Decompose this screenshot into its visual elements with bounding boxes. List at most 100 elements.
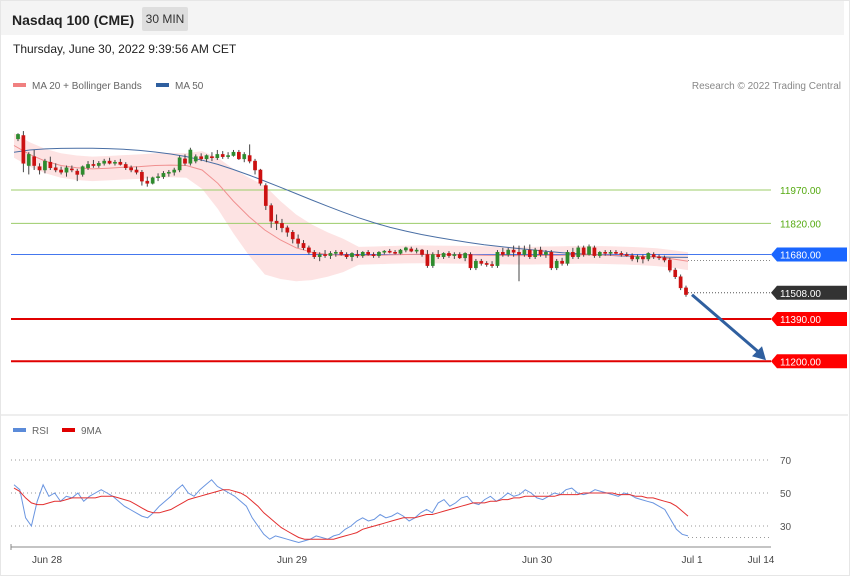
candle bbox=[296, 234, 300, 248]
candle bbox=[646, 252, 651, 262]
candle bbox=[522, 245, 527, 257]
candle bbox=[624, 252, 629, 257]
candle-body bbox=[166, 171, 171, 174]
projection-arrowhead bbox=[752, 346, 766, 361]
ma20-swatch bbox=[13, 83, 26, 88]
rsi-tick-label: 50 bbox=[780, 489, 792, 500]
level-label: 11820.00 bbox=[780, 219, 821, 230]
candle-body bbox=[145, 180, 150, 184]
candle-body bbox=[527, 249, 532, 257]
candle bbox=[75, 168, 80, 182]
candle bbox=[263, 183, 268, 211]
candle-body bbox=[328, 253, 333, 256]
candle-body bbox=[387, 250, 392, 253]
candle bbox=[242, 152, 247, 163]
ma9-label: 9MA bbox=[81, 426, 102, 437]
x-tick-label: Jun 30 bbox=[522, 555, 552, 566]
candle-body bbox=[576, 247, 581, 257]
candle-body bbox=[172, 169, 177, 173]
legend-9ma: 9MA bbox=[62, 426, 102, 437]
candle-body bbox=[118, 161, 123, 165]
candle bbox=[452, 252, 457, 259]
candle bbox=[641, 254, 645, 264]
candle-body bbox=[75, 170, 80, 175]
candle bbox=[587, 244, 591, 256]
candle bbox=[635, 254, 640, 263]
instrument-title: Nasdaq 100 (CME) bbox=[12, 12, 135, 28]
interval-button[interactable]: 30 MIN bbox=[142, 7, 188, 31]
candle-body bbox=[301, 243, 306, 249]
candle-body bbox=[285, 227, 290, 233]
candle-body bbox=[436, 254, 441, 257]
candle bbox=[91, 159, 96, 168]
candle-body bbox=[630, 255, 634, 260]
candle bbox=[597, 251, 602, 258]
candle bbox=[614, 250, 618, 255]
candle-body bbox=[280, 223, 284, 229]
candle-body bbox=[382, 250, 387, 253]
candle-body bbox=[37, 166, 42, 171]
candle-body bbox=[495, 252, 500, 266]
candle-body bbox=[177, 157, 182, 171]
candle-body bbox=[571, 252, 575, 257]
candle bbox=[48, 156, 53, 170]
legend-rsi: RSI bbox=[13, 426, 49, 437]
candle-body bbox=[657, 256, 661, 259]
candle-body bbox=[608, 252, 613, 254]
candle bbox=[199, 153, 204, 162]
projection-arrow bbox=[691, 293, 761, 355]
candle-body bbox=[506, 249, 511, 255]
candle-body bbox=[102, 160, 107, 164]
candle bbox=[360, 251, 365, 258]
x-tick-label: Jul 1 bbox=[681, 555, 703, 566]
rsi-tick-label: 70 bbox=[780, 456, 792, 467]
candle-body bbox=[237, 151, 241, 160]
candle bbox=[328, 251, 333, 259]
candle bbox=[533, 247, 538, 259]
candle bbox=[457, 252, 462, 259]
candle-body bbox=[296, 238, 300, 244]
candle-body bbox=[226, 155, 230, 157]
candle-body bbox=[371, 254, 376, 256]
candle-body bbox=[188, 149, 193, 164]
candle-body bbox=[581, 247, 586, 255]
candle bbox=[678, 274, 683, 291]
candle bbox=[59, 166, 63, 175]
candle-body bbox=[274, 220, 279, 224]
candle bbox=[107, 157, 112, 165]
candle-body bbox=[441, 253, 446, 257]
candle bbox=[667, 257, 672, 273]
candle bbox=[527, 244, 532, 259]
candle bbox=[554, 258, 559, 271]
candle bbox=[312, 250, 317, 259]
candle-body bbox=[339, 252, 344, 255]
candle-body bbox=[533, 249, 538, 257]
candle bbox=[581, 245, 586, 257]
candle-body bbox=[333, 252, 338, 254]
candle bbox=[436, 250, 441, 259]
legend-ma20: MA 20 + Bollinger Bands bbox=[13, 81, 142, 92]
candle-body bbox=[242, 154, 247, 160]
candle-body bbox=[26, 154, 31, 166]
candle bbox=[517, 245, 521, 282]
candle bbox=[468, 252, 473, 271]
candle-body bbox=[646, 253, 651, 260]
candle-body bbox=[263, 185, 268, 206]
candle-body bbox=[258, 169, 263, 184]
candle-body bbox=[247, 155, 252, 162]
candle-body bbox=[53, 167, 58, 171]
candle bbox=[538, 246, 543, 257]
candle bbox=[102, 158, 107, 166]
candle bbox=[608, 250, 613, 256]
candle bbox=[420, 248, 424, 257]
candle bbox=[231, 149, 236, 157]
candle bbox=[290, 230, 295, 244]
candle-body bbox=[80, 166, 85, 175]
candle bbox=[237, 149, 241, 160]
candle bbox=[425, 250, 430, 268]
candle-body bbox=[468, 254, 473, 269]
candle bbox=[355, 250, 360, 258]
candle-body bbox=[420, 249, 424, 255]
candle-body bbox=[409, 248, 414, 252]
